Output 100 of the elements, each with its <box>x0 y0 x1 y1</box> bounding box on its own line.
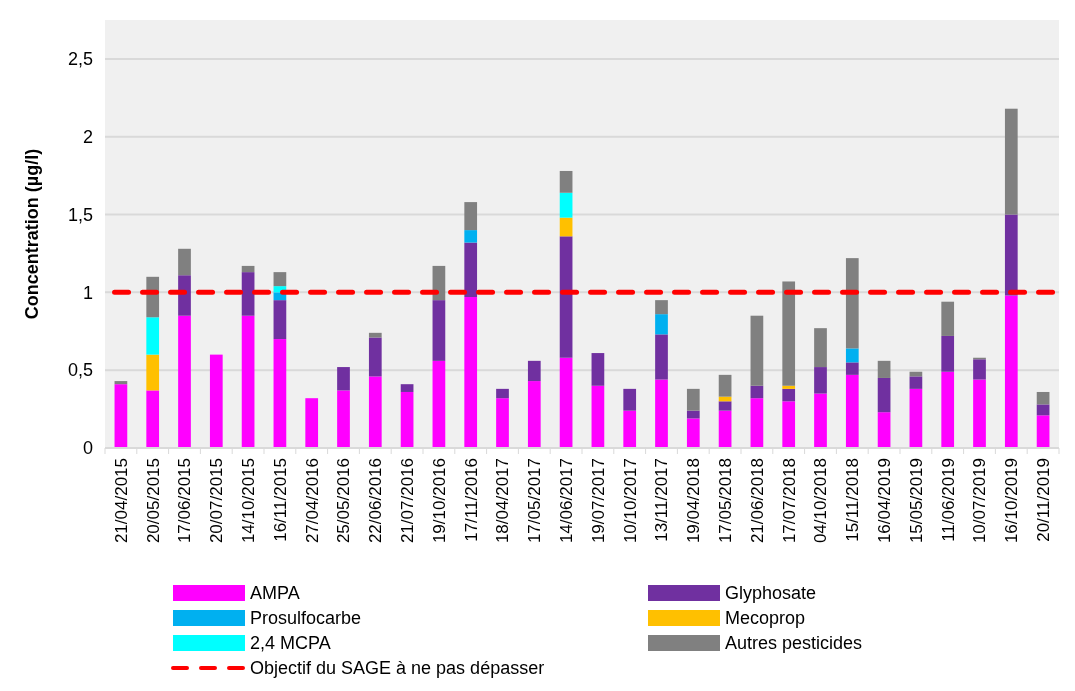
bar <box>432 300 446 361</box>
bar <box>941 335 955 372</box>
legend-label: Mecoprop <box>725 608 806 628</box>
x-tick-label: 17/11/2016 <box>461 458 481 542</box>
legend-label: Autres pesticides <box>725 633 863 653</box>
bar <box>337 367 350 391</box>
y-tick-label: 0,5 <box>67 360 93 381</box>
bar <box>718 374 732 397</box>
bar <box>496 398 509 448</box>
x-tick-label: 18/04/2017 <box>493 458 513 544</box>
bar <box>1004 214 1018 296</box>
bar <box>718 410 732 448</box>
bar <box>845 258 859 349</box>
bar <box>909 376 923 389</box>
x-tick-label: 21/07/2016 <box>398 458 418 544</box>
x-tick-label: 20/07/2015 <box>207 458 227 544</box>
bar <box>973 379 986 448</box>
bar <box>1036 415 1050 448</box>
bar <box>623 410 637 448</box>
bar <box>146 354 160 391</box>
bar <box>273 339 287 448</box>
x-tick-label: 20/05/2015 <box>143 458 163 544</box>
x-tick-label: 17/05/2018 <box>716 458 736 544</box>
bar <box>1036 391 1050 405</box>
bar <box>814 328 827 368</box>
bar <box>591 385 605 448</box>
x-tick-label: 19/04/2018 <box>684 458 704 544</box>
bar <box>464 242 478 298</box>
x-tick-label: 19/07/2017 <box>588 458 608 544</box>
bar <box>527 360 541 382</box>
x-tick-label: 04/10/2018 <box>811 458 831 544</box>
bar <box>496 388 509 399</box>
y-tick-label: 1 <box>82 282 93 303</box>
bar <box>814 367 827 394</box>
bar <box>178 275 191 316</box>
x-tick-label: 25/05/2016 <box>334 458 354 544</box>
bar <box>845 362 859 375</box>
legend-label: Glyphosate <box>725 583 817 603</box>
x-tick-label: 14/06/2017 <box>557 458 577 544</box>
bar <box>400 391 414 448</box>
bar <box>432 360 446 448</box>
bar <box>337 390 350 448</box>
bar <box>464 297 478 448</box>
bar <box>559 357 573 448</box>
bar <box>941 301 955 336</box>
bar <box>655 300 668 315</box>
bar <box>909 388 923 448</box>
bar <box>718 401 732 411</box>
y-tick-label: 2 <box>82 127 93 148</box>
x-tick-label: 10/10/2017 <box>620 458 640 544</box>
bar <box>973 359 986 380</box>
bar <box>877 360 891 378</box>
bar <box>782 281 796 386</box>
x-tick-label: 17/05/2017 <box>525 458 545 544</box>
bar <box>178 248 191 276</box>
bar <box>750 385 764 399</box>
x-tick-label: 13/11/2017 <box>652 458 672 542</box>
bar <box>305 398 319 448</box>
y-tick-label: 1,5 <box>67 204 93 225</box>
bar <box>241 272 255 316</box>
x-tick-label: 15/05/2019 <box>906 458 926 544</box>
bar <box>686 418 700 448</box>
bar <box>273 300 287 340</box>
bar <box>178 315 191 448</box>
legend-label: Prosulfocarbe <box>250 608 362 628</box>
legend-label: AMPA <box>250 583 300 603</box>
bar <box>464 230 478 243</box>
x-tick-label: 21/04/2015 <box>111 458 131 544</box>
bar <box>559 170 573 193</box>
x-tick-label: 11/06/2019 <box>938 458 958 542</box>
x-tick-label: 16/04/2019 <box>875 458 895 544</box>
x-tick-label: 27/04/2016 <box>302 458 322 544</box>
bar <box>655 314 668 335</box>
legend-label: 2,4 MCPA <box>250 633 331 653</box>
bar <box>782 388 796 402</box>
bar <box>1004 108 1018 215</box>
x-tick-label: 16/11/2015 <box>270 458 290 542</box>
bar <box>782 401 796 448</box>
bar <box>559 236 573 358</box>
x-tick-label: 15/11/2018 <box>843 458 863 542</box>
y-axis-title: Concentration (µg/l) <box>22 148 42 320</box>
bar <box>591 353 605 386</box>
bar <box>241 315 255 448</box>
bar <box>368 337 382 377</box>
bar <box>559 192 573 218</box>
bar <box>686 388 700 411</box>
bar <box>941 371 955 448</box>
bar <box>750 315 764 386</box>
bar <box>845 348 859 363</box>
bar <box>655 334 668 380</box>
y-tick-label: 2,5 <box>67 49 93 70</box>
bar <box>559 217 573 237</box>
bar <box>241 265 255 273</box>
x-tick-label: 21/06/2018 <box>747 458 767 544</box>
bar <box>877 377 891 413</box>
bar <box>114 384 128 448</box>
x-tick-label: 16/10/2019 <box>1002 458 1022 544</box>
bar <box>655 379 668 448</box>
bar <box>814 393 827 448</box>
bar <box>146 390 160 448</box>
